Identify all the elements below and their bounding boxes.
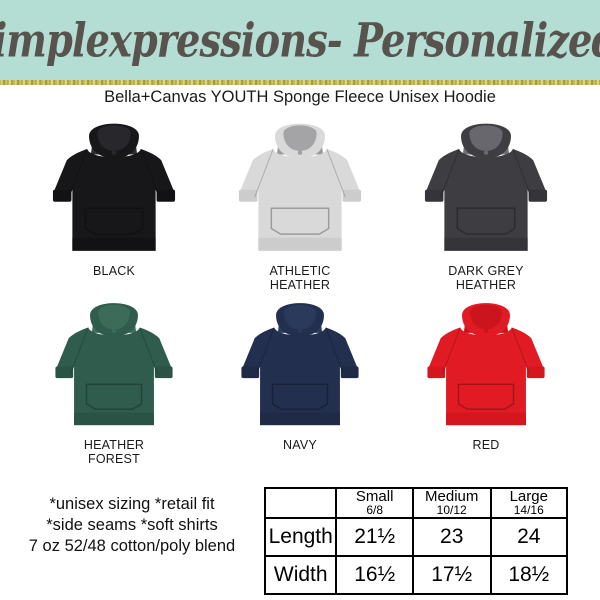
features-list: *unisex sizing *retail fit *side seams *… — [8, 494, 256, 557]
shop-banner: Simplexpressions- Personalized! — [0, 0, 600, 80]
hoodie-illustration — [55, 303, 173, 426]
swatch-label-line: HEATHER — [269, 278, 331, 292]
color-grid: BLACK ATHLETIC HEATHER — [0, 112, 600, 466]
feature-line-2: *side seams *soft shirts — [46, 516, 218, 534]
hoodie-image[interactable] — [24, 112, 204, 260]
hoodie-image[interactable] — [24, 292, 204, 434]
length-large: 24 — [489, 517, 569, 557]
product-title: Bella+Canvas YOUTH Sponge Fleece Unisex … — [104, 88, 496, 106]
size-chart-header-row: Small 6/8 Medium 10/12 Large 14/16 — [263, 487, 569, 519]
swatch-label-line: FOREST — [88, 452, 140, 466]
gold-glitter-divider — [0, 80, 600, 85]
measure-label-width: Width — [263, 555, 338, 595]
measure-label-length: Length — [263, 517, 338, 557]
size-column-medium: Medium 10/12 — [411, 487, 492, 519]
color-option-navy[interactable]: NAVY — [210, 292, 390, 466]
size-column-large: Large 14/16 — [489, 487, 569, 519]
size-name-large: Large — [509, 488, 548, 505]
size-chart-table: Small 6/8 Medium 10/12 Large 14/16 Lengt… — [263, 487, 569, 595]
color-name: RED — [473, 438, 500, 452]
color-option-heather-forest[interactable]: HEATHER FOREST — [24, 292, 204, 466]
color-row-1: BLACK ATHLETIC HEATHER — [0, 112, 600, 292]
hoodie-illustration — [241, 303, 359, 426]
hoodie-image[interactable] — [210, 292, 390, 434]
swatch-label-line: DARK GREY — [448, 264, 524, 278]
size-name-medium: Medium — [425, 488, 479, 505]
color-name: BLACK — [93, 264, 135, 278]
size-ages-large: 14/16 — [513, 503, 544, 517]
size-column-small: Small 6/8 — [335, 487, 414, 519]
width-small: 16½ — [335, 555, 414, 595]
hoodie-image[interactable] — [396, 292, 576, 434]
color-option-red[interactable]: RED — [396, 292, 576, 466]
swatch-label-line: ATHLETIC — [269, 264, 331, 278]
feature-line-3: 7 oz 52/48 cotton/poly blend — [28, 537, 236, 555]
hoodie-illustration — [427, 303, 545, 426]
shop-name: Simplexpressions- Personalized! — [0, 12, 600, 68]
size-ages-medium: 10/12 — [436, 503, 467, 517]
swatch-label-line: BLACK — [93, 264, 135, 278]
hoodie-illustration — [52, 123, 176, 251]
length-small: 21½ — [335, 517, 414, 557]
width-large: 18½ — [489, 555, 569, 595]
color-row-2: HEATHER FOREST NAVY — [0, 292, 600, 466]
width-medium: 17½ — [411, 555, 492, 595]
color-option-black[interactable]: BLACK — [24, 112, 204, 292]
swatch-label-line: RED — [472, 438, 500, 452]
color-name: HEATHER FOREST — [84, 438, 144, 466]
hoodie-image[interactable] — [396, 112, 576, 260]
color-option-dark-grey-heather[interactable]: DARK GREY HEATHER — [396, 112, 576, 292]
size-ages-small: 6/8 — [366, 503, 383, 517]
feature-line-1: *unisex sizing *retail fit — [49, 495, 215, 513]
table-row: Width 16½ 17½ 18½ — [263, 555, 569, 595]
hoodie-illustration — [424, 123, 548, 251]
length-medium: 23 — [411, 517, 492, 557]
color-name: DARK GREY HEATHER — [448, 264, 523, 292]
hoodie-image[interactable] — [210, 112, 390, 260]
color-option-athletic-heather[interactable]: ATHLETIC HEATHER — [210, 112, 390, 292]
swatch-label-line: HEATHER — [83, 438, 145, 452]
swatch-label-line: NAVY — [283, 438, 317, 452]
swatch-label-line: HEATHER — [455, 278, 517, 292]
hoodie-illustration — [238, 123, 362, 251]
size-name-small: Small — [355, 488, 394, 505]
table-row: Length 21½ 23 24 — [263, 517, 569, 557]
bottom-section: *unisex sizing *retail fit *side seams *… — [0, 484, 600, 600]
color-name: ATHLETIC HEATHER — [269, 264, 330, 292]
size-chart-corner-cell — [263, 487, 338, 519]
color-name: NAVY — [283, 438, 317, 452]
